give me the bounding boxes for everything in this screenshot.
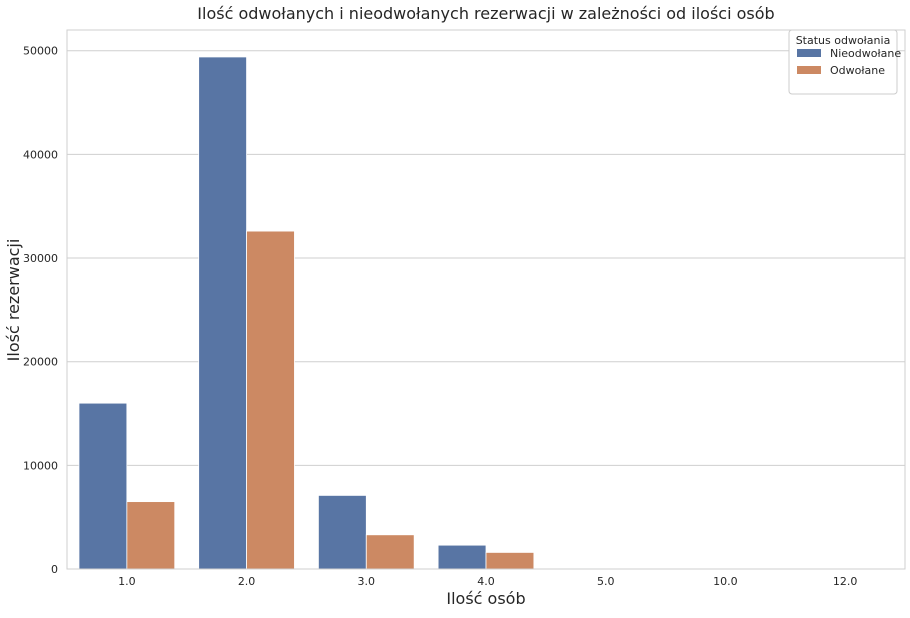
x-tick-labels: 1.0 2.0 3.0 4.0 5.0 10.0 12.0	[118, 575, 857, 588]
x-tick-label: 12.0	[833, 575, 858, 588]
x-tick-label: 4.0	[477, 575, 495, 588]
x-tick-label: 5.0	[597, 575, 615, 588]
legend: Status odwołania Nieodwołane Odwołane	[789, 30, 901, 94]
y-tick-label: 40000	[23, 148, 58, 161]
y-axis-label: Ilość rezerwacji	[4, 239, 23, 362]
bar-odwolane-3.0	[366, 535, 414, 569]
gridlines	[67, 51, 905, 569]
bar-nieodwolane-2.0	[199, 57, 247, 569]
y-tick-label: 20000	[23, 356, 58, 369]
bar-nieodwolane-3.0	[318, 495, 366, 569]
x-tick-label: 2.0	[238, 575, 256, 588]
y-tick-label: 10000	[23, 459, 58, 472]
bar-odwolane-1.0	[127, 502, 175, 569]
y-tick-label: 0	[51, 563, 58, 576]
x-tick-label: 1.0	[118, 575, 136, 588]
legend-title: Status odwołania	[796, 34, 891, 47]
bar-odwolane-4.0	[486, 552, 534, 569]
y-tick-labels: 0 10000 20000 30000 40000 50000	[23, 45, 58, 576]
bar-nieodwolane-1.0	[79, 403, 127, 569]
x-tick-label: 10.0	[713, 575, 738, 588]
legend-label-odwolane: Odwołane	[830, 64, 885, 77]
y-tick-label: 30000	[23, 252, 58, 265]
legend-swatch-odwolane	[797, 66, 821, 74]
legend-label-nieodwolane: Nieodwołane	[830, 47, 901, 60]
x-axis-label: Ilość osób	[446, 589, 525, 608]
bar-nieodwolane-4.0	[438, 545, 486, 569]
y-tick-label: 50000	[23, 45, 58, 58]
plot-frame	[67, 30, 905, 569]
bar-odwolane-2.0	[247, 231, 295, 569]
chart-title: Ilość odwołanych i nieodwołanych rezerwa…	[197, 4, 774, 23]
legend-swatch-nieodwolane	[797, 49, 821, 57]
bars	[79, 57, 893, 569]
x-tick-label: 3.0	[358, 575, 376, 588]
